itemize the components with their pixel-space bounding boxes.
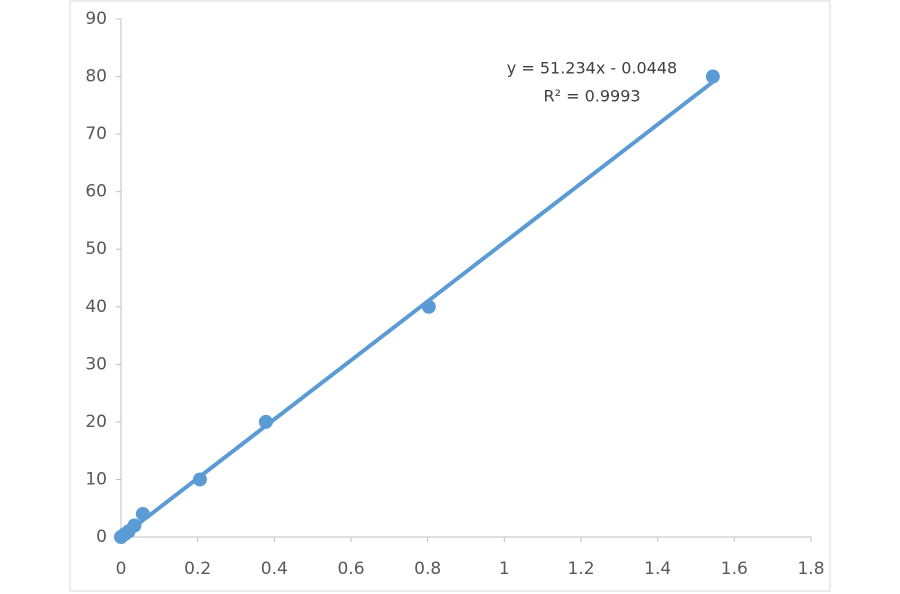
- trendline-r2: R² = 0.9993: [543, 87, 640, 106]
- chart-frame: [69, 0, 831, 592]
- x-tick-label: 0.4: [261, 559, 288, 579]
- y-tick-label: 10: [85, 469, 107, 489]
- scatter-point: [258, 414, 273, 429]
- x-tick-label: 0.2: [184, 559, 211, 579]
- scatter-point: [705, 69, 720, 84]
- y-tick-label: 30: [85, 354, 107, 374]
- scatter-point: [135, 506, 150, 521]
- x-tick-label: 0: [116, 559, 127, 579]
- scatter-point: [127, 518, 142, 533]
- y-tick-label: 20: [85, 412, 107, 432]
- trendline: [119, 80, 715, 539]
- trendline-equation: y = 51.234x - 0.0448: [507, 59, 677, 78]
- x-tick-label: 0.8: [414, 559, 441, 579]
- x-tick-label: 0.6: [337, 559, 364, 579]
- y-tick-label: 80: [85, 67, 107, 87]
- x-tick-label: 1: [499, 559, 510, 579]
- scatter-point: [192, 472, 207, 487]
- x-tick-label: 1.6: [721, 559, 748, 579]
- scatter-point: [421, 299, 436, 314]
- y-tick-label: 90: [85, 9, 107, 29]
- y-tick-label: 60: [85, 182, 107, 202]
- x-tick-label: 1.4: [644, 559, 671, 579]
- y-tick-label: 50: [85, 239, 107, 259]
- x-tick-label: 1.8: [797, 559, 824, 579]
- y-tick-label: 70: [85, 124, 107, 144]
- x-tick-label: 1.2: [567, 559, 594, 579]
- y-tick-label: 0: [96, 527, 107, 547]
- y-tick-label: 40: [85, 297, 107, 317]
